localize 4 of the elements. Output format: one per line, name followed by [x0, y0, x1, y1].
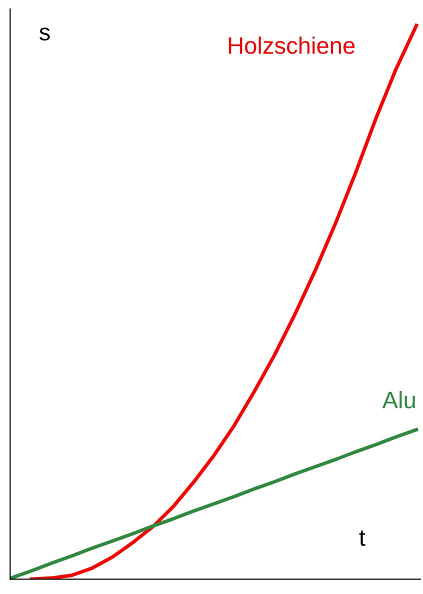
- series-label: Alu: [382, 391, 415, 408]
- series-label: Holzschiene: [228, 36, 355, 54]
- y-axis-title: s: [40, 28, 50, 41]
- x-axis-title: t: [359, 530, 366, 546]
